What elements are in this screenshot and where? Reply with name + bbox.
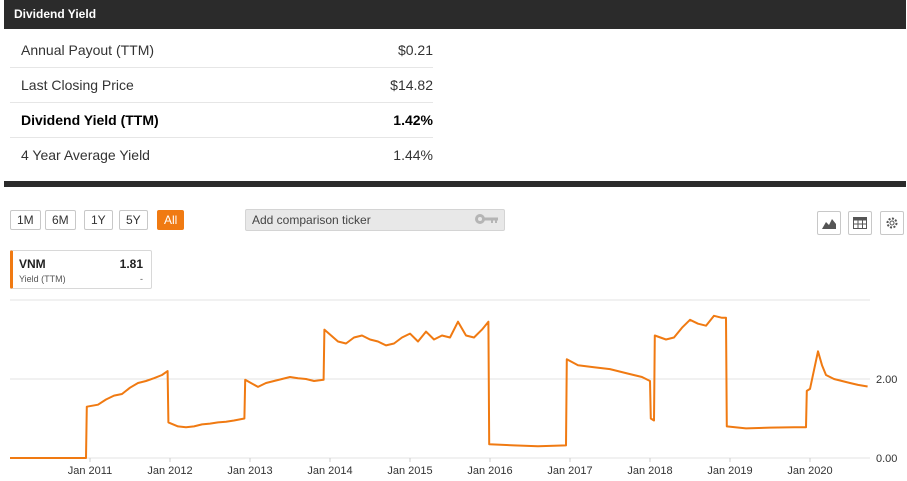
stat-label: 4 Year Average Yield [21, 147, 150, 163]
stat-row-last-closing-price: Last Closing Price $14.82 [10, 68, 433, 103]
yield-chart: 0.00 2.00 Jan 2011 Jan 2012 Jan 2013 Jan 2014… [10, 299, 897, 477]
timeframe-1m-button[interactable]: 1M [10, 210, 41, 230]
x-tick-label: Jan 2016 [467, 465, 512, 477]
y-tick-label: 2.00 [876, 374, 897, 386]
legend-series-value: - [140, 274, 143, 284]
stat-label: Dividend Yield (TTM) [21, 112, 159, 128]
stat-row-dividend-yield: Dividend Yield (TTM) 1.42% [10, 103, 433, 138]
x-tick-label: Jan 2017 [547, 465, 592, 477]
x-tick-label: Jan 2013 [227, 465, 272, 477]
timeframe-1y-button[interactable]: 1Y [84, 210, 113, 230]
comparison-placeholder: Add comparison ticker [252, 213, 371, 227]
stat-value: $14.82 [390, 77, 433, 93]
stat-label: Annual Payout (TTM) [21, 42, 155, 58]
timeframe-6m-button[interactable]: 6M [45, 210, 76, 230]
stat-row-4-year-average: 4 Year Average Yield 1.44% [10, 138, 433, 172]
series-line-vnm [10, 314, 868, 459]
timeframe-all-button[interactable]: All [157, 210, 185, 230]
x-tick-label: Jan 2011 [68, 465, 112, 477]
stat-value: 1.44% [393, 147, 433, 163]
area-chart-icon[interactable] [817, 211, 841, 235]
stat-row-annual-payout: Annual Payout (TTM) $0.21 [10, 33, 433, 68]
x-tick-label: Jan 2018 [627, 465, 672, 477]
legend-value: 1.81 [119, 257, 143, 271]
stat-value: $0.21 [397, 42, 433, 58]
stat-value: 1.42% [393, 112, 433, 128]
timeframe-5y-button[interactable]: 5Y [119, 210, 148, 230]
table-icon[interactable] [848, 211, 872, 235]
x-tick-label: Jan 2019 [707, 465, 752, 477]
stat-label: Last Closing Price [21, 77, 134, 93]
y-tick-label: 0.00 [876, 453, 897, 465]
x-tick-label: Jan 2012 [147, 465, 192, 477]
x-tick-label: Jan 2020 [787, 465, 832, 477]
x-tick-label: Jan 2015 [387, 465, 432, 477]
legend-series-label: Yield (TTM) [19, 274, 66, 284]
series-legend: VNM 1.81 Yield (TTM) - [10, 250, 152, 289]
section-title: Dividend Yield [14, 7, 97, 21]
section-divider [4, 181, 906, 187]
stats-table: Annual Payout (TTM) $0.21 Last Closing P… [10, 33, 433, 172]
comparison-ticker-input[interactable]: Add comparison ticker [245, 209, 505, 231]
x-tick-label: Jan 2014 [307, 465, 352, 477]
gear-icon[interactable] [880, 211, 904, 235]
legend-ticker: VNM [19, 257, 46, 271]
section-header: Dividend Yield [4, 0, 906, 29]
key-icon [474, 212, 500, 229]
